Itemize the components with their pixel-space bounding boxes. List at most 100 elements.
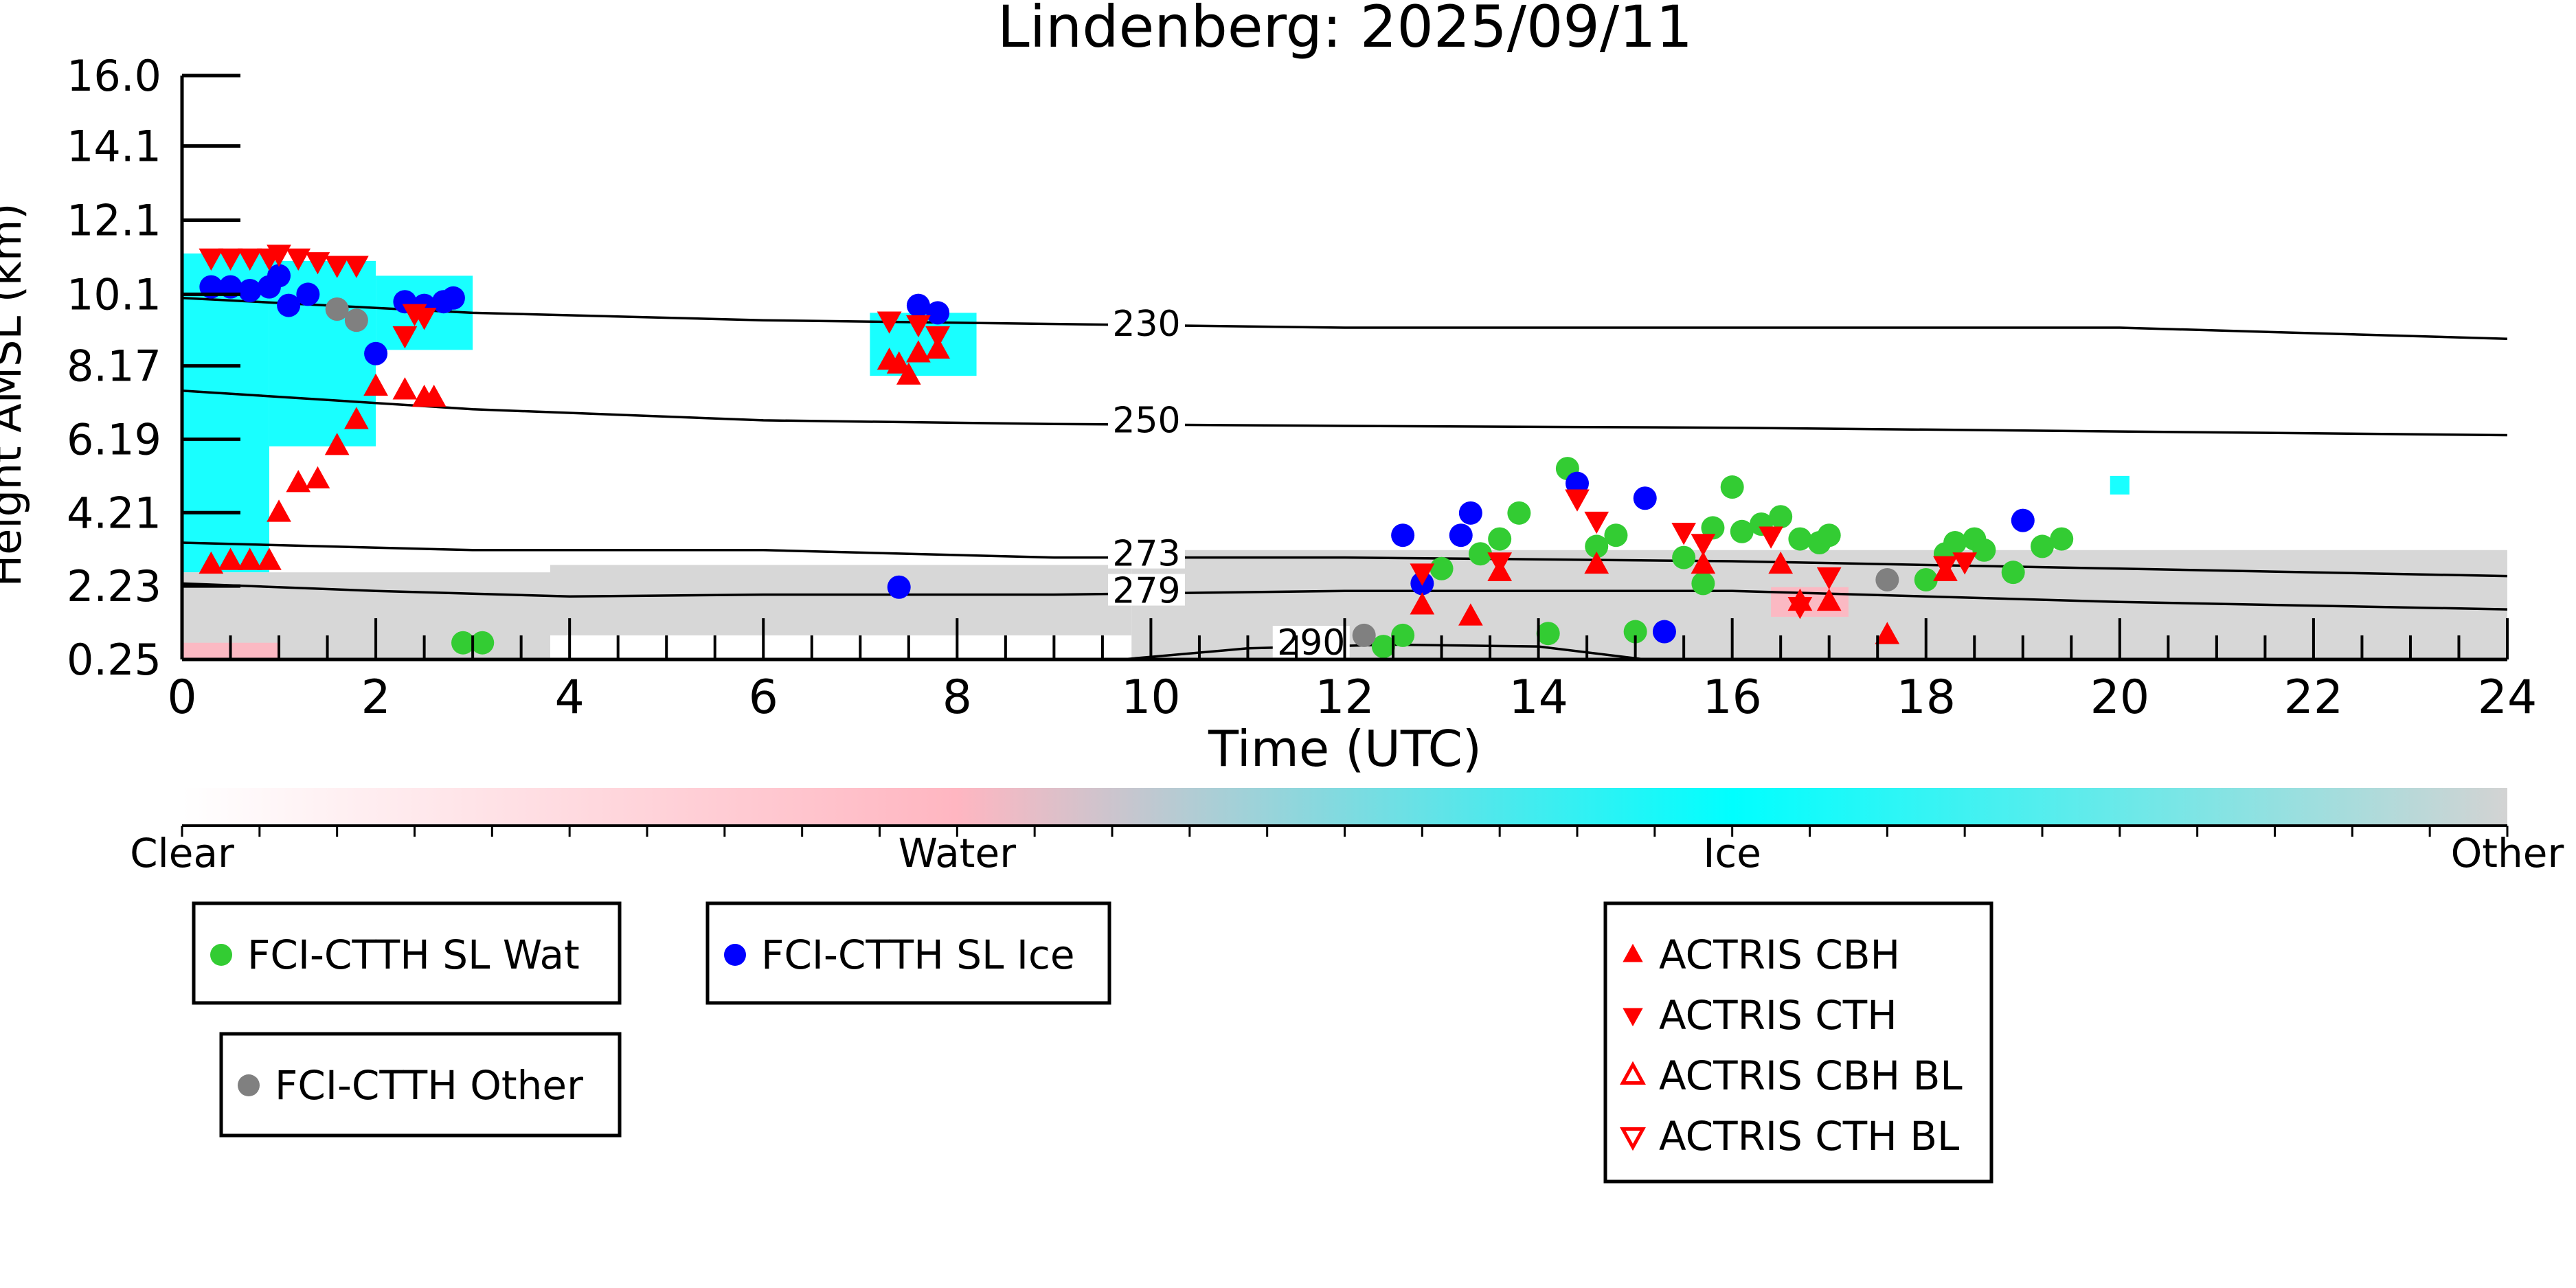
point-fci-ctth-sl-ice (1449, 523, 1473, 547)
point-actris-cbh (237, 547, 262, 570)
point-actris-cbh (218, 547, 243, 570)
point-actris-cth (1759, 526, 1783, 549)
point-fci-ctth-sl-wat (1468, 542, 1492, 566)
y-tick-label: 6.19 (67, 414, 161, 464)
x-tick-label: 10 (1121, 670, 1181, 725)
point-actris-cth (344, 256, 369, 278)
point-actris-cbh (1410, 592, 1435, 615)
point-actris-cth (1671, 523, 1696, 545)
x-tick-label: 4 (555, 670, 585, 725)
point-fci-ctth-sl-wat (1769, 505, 1793, 529)
legend-frame (1603, 901, 1993, 1184)
point-fci-ctth-sl-wat (1943, 531, 1967, 554)
x-tick-label: 0 (167, 670, 196, 725)
point-actris-cbh (199, 551, 224, 574)
contour-label-bg-290 (1272, 626, 1350, 658)
legend-frame (705, 901, 1111, 1005)
contour-label-bg-273 (1108, 536, 1185, 569)
contour-line-273 (181, 541, 2508, 578)
point-fci-ctth-sl-wat (1623, 620, 1647, 644)
point-fci-ctth-sl-wat (1430, 556, 1454, 580)
point-fci-ctth-sl-wat (1691, 572, 1715, 596)
point-fci-ctth-sl-ice (1633, 486, 1657, 510)
legend-frame (192, 901, 622, 1005)
colorbar-gradient (182, 788, 2507, 826)
legend-label-actris-cth-bl: ACTRIS CTH BL (1659, 1113, 1959, 1160)
point-fci-ctth-sl-wat (1672, 545, 1696, 569)
point-actris-cbh (324, 433, 350, 455)
x-tick-label: 20 (2090, 670, 2150, 725)
point-actris-cbh (896, 362, 921, 385)
point-actris-cth (324, 256, 350, 278)
legend-label-actris-cbh-bl: ACTRIS CBH BL (1659, 1052, 1963, 1099)
point-fci-ctth-sl-ice (364, 341, 388, 365)
x-tick-label: 24 (2478, 670, 2538, 725)
point-actris-cbh (363, 373, 388, 396)
point-actris-cth (1952, 552, 1978, 575)
point-fci-ctth-other (325, 297, 349, 321)
legend-box: FCI-CTTH SL Wat (192, 901, 622, 1005)
point-actris-cth (925, 326, 950, 349)
point-actris-cth (199, 248, 224, 271)
point-fci-ctth-sl-wat (1701, 516, 1725, 540)
colorbar-label-clear: Clear (130, 830, 234, 877)
x-tick-label: 22 (2284, 670, 2344, 725)
point-fci-ctth-sl-ice (2011, 508, 2035, 532)
point-actris-cbh (1584, 551, 1609, 574)
x-tick-label: 2 (361, 670, 390, 725)
point-actris-cbh (305, 466, 330, 489)
point-fci-ctth-sl-wat (1720, 475, 1744, 499)
point-fci-ctth-sl-wat (471, 631, 495, 655)
cloud-mask-ice (2110, 475, 2129, 495)
legend-label-actris-cbh: ACTRIS CBH (1659, 931, 1900, 978)
y-tick-label: 16.0 (67, 51, 161, 101)
point-actris-cbh (1875, 622, 1900, 644)
point-fci-ctth-sl-wat (2031, 534, 2054, 558)
legend-marker-fci-ctth-sl-ice (724, 944, 746, 966)
legend-label-fci-ctth-other: FCI-CTTH Other (275, 1062, 583, 1109)
point-fci-ctth-sl-wat (2001, 561, 2025, 585)
contour-line-250 (181, 389, 2508, 437)
point-fci-ctth-sl-wat (1585, 534, 1609, 558)
legend-label-fci-ctth-sl-wat: FCI-CTTH SL Wat (247, 931, 580, 978)
colorbar-label-other: Other (2451, 830, 2564, 877)
y-tick-label: 12.1 (67, 195, 161, 245)
colorbar-ticks (181, 826, 2509, 837)
point-fci-ctth-sl-wat (1371, 635, 1395, 659)
contour-label-bg-230 (1108, 306, 1185, 339)
contour-label-230: 230 (1112, 304, 1180, 345)
point-actris-cth (1487, 552, 1513, 575)
point-actris-cth (877, 311, 902, 334)
cloud-mask-other (550, 565, 1132, 635)
point-actris-cbh (344, 407, 369, 429)
point-fci-ctth-sl-ice (906, 293, 930, 317)
point-fci-ctth-sl-ice (441, 286, 465, 310)
chart-title: Lindenberg: 2025/09/11 (997, 0, 1693, 60)
contour-label-290: 290 (1277, 622, 1345, 664)
point-fci-ctth-sl-wat (1788, 527, 1812, 551)
point-fci-ctth-sl-wat (1604, 523, 1628, 547)
legend-marker-actris-cth (1623, 1008, 1643, 1027)
x-tick-label: 14 (1509, 670, 1568, 725)
point-fci-ctth-sl-wat (2050, 527, 2074, 551)
y-axis-label: Height AMSL (km) (0, 203, 31, 587)
x-tick-label: 8 (942, 670, 972, 725)
point-fci-ctth-sl-ice (296, 282, 320, 306)
legend-box: FCI-CTTH Other (219, 1032, 622, 1138)
point-fci-ctth-sl-wat (451, 631, 475, 655)
x-tick-label: 12 (1315, 670, 1375, 725)
x-tick-label: 18 (1896, 670, 1956, 725)
legend-frame (219, 1032, 622, 1138)
cloud-mask-ice (182, 253, 269, 573)
colorbar-label-water: Water (899, 830, 1017, 877)
contour-label-bg-250 (1108, 403, 1185, 436)
point-actris-cth (267, 245, 291, 267)
point-actris-cth (906, 315, 931, 338)
legend-marker-actris-cbh-bl (1620, 1061, 1646, 1085)
point-actris-cth (1584, 511, 1609, 534)
point-actris-cth (1691, 534, 1716, 556)
point-actris-cth (237, 248, 262, 271)
point-actris-cth (305, 252, 330, 275)
